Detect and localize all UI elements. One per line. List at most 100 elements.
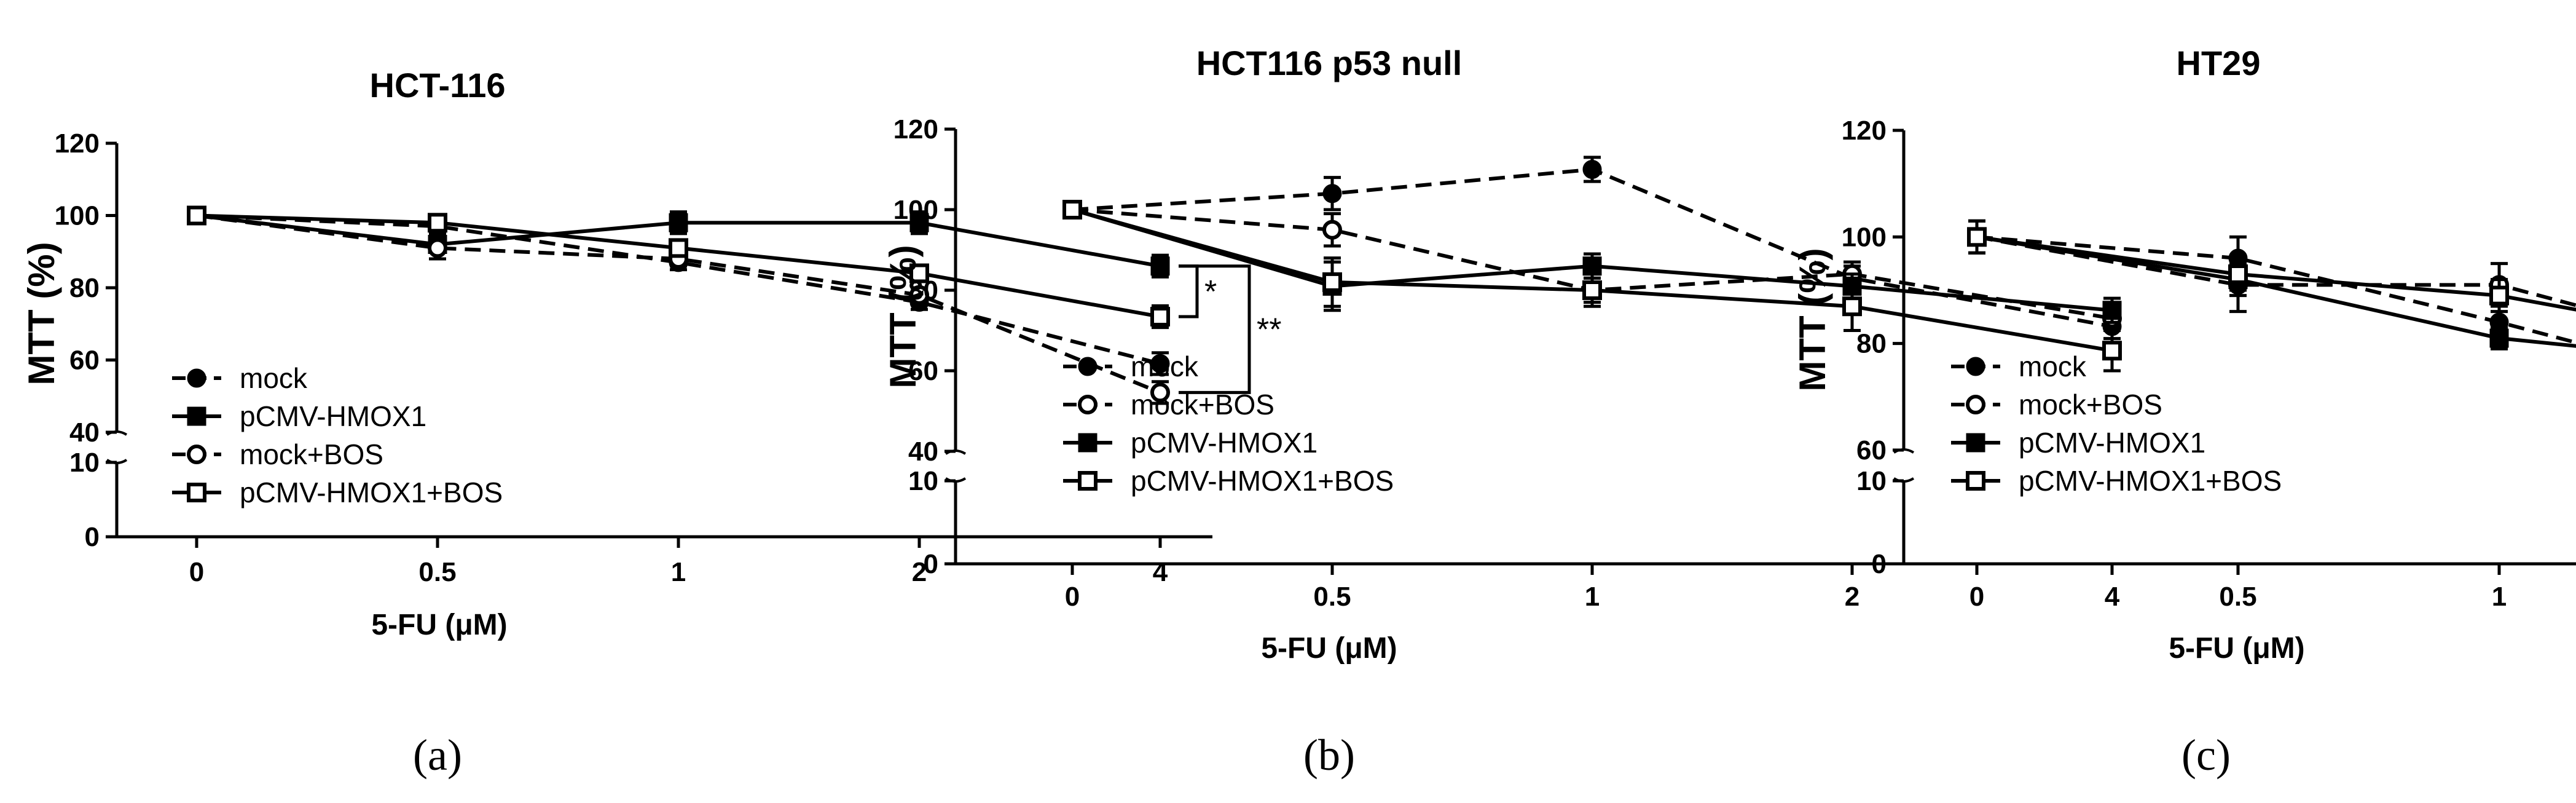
legend-point [187, 368, 206, 388]
y-tick-label: 80 [1856, 329, 1887, 359]
x-tick-label: 0 [1065, 582, 1080, 612]
y-tick-label: 80 [69, 273, 100, 303]
y-tick-label: 120 [1842, 116, 1887, 146]
y-axis-label: MTT (%) [882, 245, 924, 388]
series-mock-bos-line [196, 213, 1161, 395]
series-mock-bos-point [909, 285, 929, 305]
series-mock-bos-point [1322, 220, 1342, 240]
series-pcmv-hmox1-bos-line [1976, 235, 2576, 312]
legend-label: mock [2019, 350, 2087, 382]
legend-point [1078, 357, 1098, 376]
x-tick-label: 0 [1969, 582, 1984, 612]
series-mock-point [1322, 184, 1342, 204]
y-tick-label: 10 [1856, 466, 1887, 496]
series-pcmv-hmox1-point [2489, 328, 2509, 348]
x-axis-label: 5-FU (μM) [1261, 632, 1397, 665]
panel-label: (c) [2181, 730, 2231, 780]
x-tick-label: 0.5 [418, 557, 456, 587]
series-pcmv-hmox1-bos-point [187, 205, 206, 226]
series-pcmv-hmox1-bos-point [1582, 280, 1602, 300]
significance-label: * [1204, 274, 1217, 310]
legend-point [1966, 357, 1985, 376]
y-axis-label: MTT (%) [21, 242, 62, 385]
series-pcmv-hmox1-bos-point [669, 238, 688, 258]
y-tick-label: 60 [1856, 435, 1887, 465]
legend-point [1966, 471, 1985, 491]
y-tick-label: 120 [55, 129, 100, 159]
y-tick-label: 100 [55, 201, 100, 231]
series-mock-point [1150, 354, 1170, 373]
legend-point [187, 445, 206, 464]
chart-title: HCT-116 [370, 66, 506, 105]
significance-bracket [1179, 264, 1251, 394]
series-mock-bos-point [1150, 382, 1170, 403]
series-pcmv-hmox1-bos-point [1322, 272, 1342, 292]
legend-label: pCMV-HMOX1+BOS [2019, 465, 2282, 497]
legend: mock mock+BOS pCMV-HMOX1 pCMV-HMOX1+BOS [1063, 350, 1394, 497]
series-mock-bos [187, 205, 1170, 405]
series-pcmv-hmox1-bos-point [1150, 307, 1170, 326]
legend-label: pCMV-HMOX1 [240, 400, 426, 432]
series-pcmv-hmox1-bos-point [2102, 341, 2122, 361]
legend-point [1966, 433, 1985, 453]
y-tick-label: 40 [908, 437, 938, 467]
y-tick-label: 40 [69, 417, 100, 448]
series-pcmv-hmox1-bos-point [1967, 227, 1987, 247]
significance-bracket [1179, 264, 1199, 318]
y-tick-label: 0 [1872, 549, 1887, 579]
x-tick-label: 1 [671, 557, 686, 587]
legend-label: pCMV-HMOX1+BOS [1131, 465, 1394, 497]
y-tick-label: 0 [85, 522, 100, 552]
y-tick-label: 10 [908, 466, 938, 496]
legend-point [1078, 395, 1098, 414]
x-axis-label: 5-FU (μM) [371, 609, 507, 641]
y-tick-label: 60 [908, 356, 938, 386]
y-tick-label: 0 [924, 549, 938, 579]
panel-label: (a) [413, 730, 462, 780]
x-tick-label: 2 [912, 557, 927, 587]
x-tick-label: 4 [1153, 557, 1168, 587]
series-mock-point [1582, 160, 1602, 179]
series-pcmv-hmox1-bos-point [2489, 285, 2509, 306]
chart-title: HCT116 p53 null [1196, 44, 1463, 82]
legend-label: mock+BOS [1131, 389, 1274, 421]
x-tick-label: 1 [1585, 582, 1600, 612]
x-tick-label: 1 [2492, 582, 2507, 612]
legend: mock pCMV-HMOX1 mock+BOS pCMV-HMOX1+BOS [172, 362, 503, 508]
series-pcmv-hmox1-bos-point [909, 263, 929, 283]
series-pcmv-hmox1-bos-point [1842, 296, 1862, 317]
legend: mock mock+BOS pCMV-HMOX1 pCMV-HMOX1+BOS [1951, 350, 2282, 497]
y-axis-label: MTT (%) [1792, 248, 1833, 391]
legend-label: pCMV-HMOX1+BOS [240, 477, 503, 508]
y-tick-label: 10 [69, 448, 100, 478]
x-axis-label: 5-FU (μM) [2169, 632, 2304, 665]
series-pcmv-hmox1-bos-point [2228, 264, 2248, 284]
series-pcmv-hmox1-point [2102, 301, 2122, 320]
y-tick-label: 100 [893, 195, 938, 225]
x-tick-label: 4 [2105, 582, 2120, 612]
x-tick-label: 0 [189, 557, 204, 587]
legend-point [1078, 471, 1098, 491]
series-mock-bos-point [428, 238, 447, 258]
series-pcmv-hmox1-point [1150, 256, 1170, 276]
legend-label: pCMV-HMOX1 [1131, 427, 1317, 459]
legend-point [187, 406, 206, 426]
series-pcmv-hmox1-bos-point [428, 213, 447, 233]
series-mock [1062, 156, 2122, 341]
series-pcmv-hmox1-point [909, 213, 929, 232]
series-mock-line [196, 213, 1161, 366]
legend-label: pCMV-HMOX1 [2019, 427, 2205, 459]
series-pcmv-hmox1-bos [1062, 200, 2122, 373]
legend-label: mock [1131, 350, 1199, 382]
legend-label: mock [240, 362, 308, 394]
y-tick-label: 80 [908, 275, 938, 306]
series-pcmv-hmox1-point [1582, 256, 1602, 276]
panel-label: (b) [1303, 730, 1355, 780]
legend-label: mock+BOS [2019, 389, 2162, 421]
legend-point [1966, 395, 1985, 414]
legend-point [1078, 433, 1098, 453]
